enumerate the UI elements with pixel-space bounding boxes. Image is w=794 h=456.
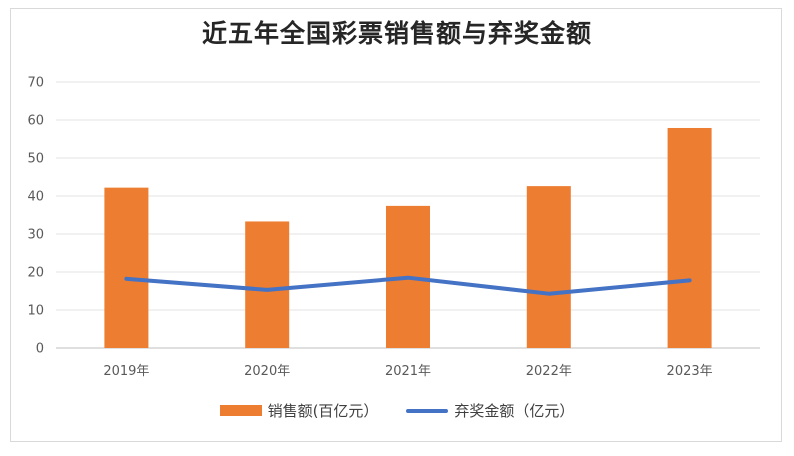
legend-label-sales: 销售额(百亿元） (267, 402, 379, 420)
x-tick-label: 2022年 (526, 364, 572, 379)
series-line (124, 275, 692, 296)
bar (526, 186, 571, 348)
y-tick-label: 50 (27, 152, 44, 167)
x-tick-label: 2021年 (385, 364, 431, 379)
y-tick-label: 10 (27, 304, 44, 319)
legend-item-unclaimed: 弃奖金额（亿元） (406, 400, 574, 421)
legend-label-unclaimed: 弃奖金额（亿元） (454, 402, 575, 420)
y-tick-label: 20 (27, 266, 44, 281)
y-tick-label: 40 (27, 190, 44, 205)
bar (104, 187, 149, 348)
y-tick-label: 60 (27, 114, 44, 129)
x-tick-label: 2023年 (667, 364, 713, 379)
chart-title: 近五年全国彩票销售额与弃奖金额 (201, 19, 592, 48)
chart-legend: 销售额(百亿元） 弃奖金额（亿元） (0, 400, 794, 421)
legend-swatch-line (406, 408, 449, 413)
x-tick-label: 2019年 (103, 364, 149, 379)
y-tick-label: 70 (27, 76, 44, 91)
x-tick-label: 2020年 (244, 364, 290, 379)
bar (245, 221, 290, 348)
legend-item-sales: 销售额(百亿元） (219, 400, 379, 421)
y-tick-label: 0 (36, 342, 44, 357)
y-tick-label: 30 (27, 228, 44, 243)
legend-swatch-bar (219, 405, 262, 416)
bar (667, 127, 712, 348)
